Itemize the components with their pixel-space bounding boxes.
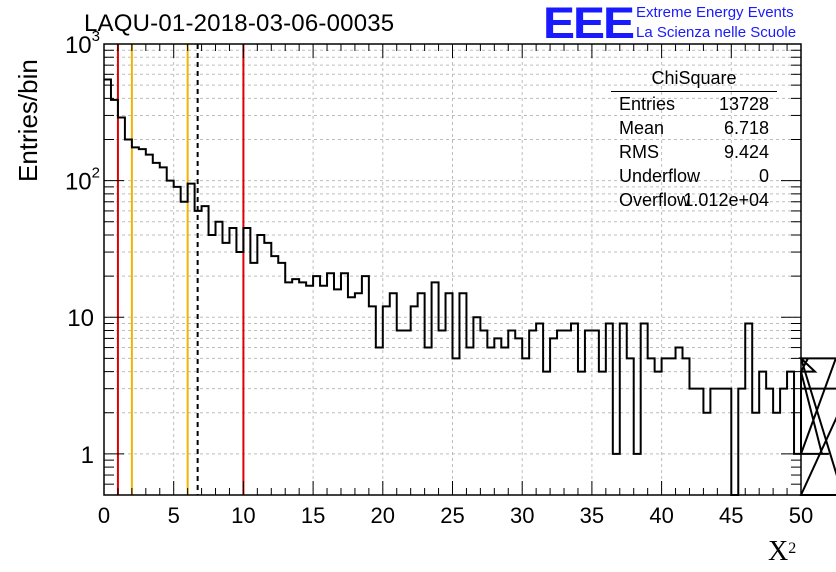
chart-title: LAQU-01-2018-03-06-00035 [84,10,395,37]
y-tick-label: 102 [65,165,100,196]
stats-value: 13728 [718,94,769,114]
stats-key: Underflow [619,166,701,186]
stats-box: ChiSquare Entries 13728 Mean 6.718 RMS 9.424 U… [611,67,777,212]
stats-row-entries: Entries 13728 [611,92,777,116]
x-tick-label: 45 [719,503,743,528]
stats-row-underflow: Underflow 0 [611,164,777,188]
x-tick-label: 0 [98,503,110,528]
stats-key: Overflow [619,190,691,210]
eee-logo: EEE [543,0,635,48]
y-tick-label: 1 [81,442,94,469]
stats-key: Mean [619,118,665,138]
stats-value: 1.012e+04 [683,190,769,210]
stats-key: Entries [619,94,676,114]
stats-value: 6.718 [723,118,769,138]
y-tick-label: 103 [65,28,100,59]
stats-row-overflow: Overflow 1.012e+04 [611,188,777,212]
stats-key: RMS [619,142,659,162]
histogram-series [104,78,836,496]
stats-value: 0 [758,166,769,186]
x-tick-label: 30 [510,503,534,528]
x-tick-label: 50 [789,503,813,528]
stats-value: 9.424 [723,142,769,162]
x-tick-label: 5 [168,503,180,528]
org-line-2: La Scienza nelle Scuole [636,24,797,41]
x-tick-label: 35 [580,503,604,528]
org-name: Extreme Energy Events La Scienza nelle S… [636,3,796,43]
x-tick-label: 20 [371,503,395,528]
x-axis-label: X2 [768,536,797,567]
x-tick-label: 10 [231,503,255,528]
y-tick-label: 10 [67,305,94,332]
stats-name: ChiSquare [611,67,777,92]
x-axis-label-exponent: 2 [788,540,797,557]
stats-row-rms: RMS 9.424 [611,140,777,164]
x-tick-label: 25 [440,503,464,528]
stats-rows: Entries 13728 Mean 6.718 RMS 9.424 Underflow 0 O… [611,92,777,212]
x-tick-label: 15 [301,503,325,528]
org-line-1: Extreme Energy Events [636,4,794,21]
x-tick-label: 40 [649,503,673,528]
stats-row-mean: Mean 6.718 [611,116,777,140]
